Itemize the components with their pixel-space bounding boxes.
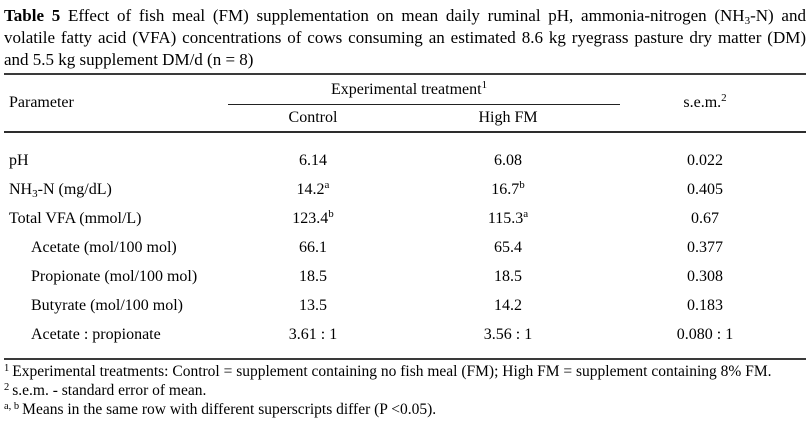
footnote-text: Experimental treatments: Control = suppl… bbox=[12, 363, 772, 380]
param-text: Propionate (mol/100 mol) bbox=[31, 267, 198, 285]
table-row-acetate: Acetate (mol/100 mol) 66.1 65.4 0.377 bbox=[4, 233, 806, 262]
col-header-sem: s.e.m.2 bbox=[604, 74, 806, 133]
row-parameter: Propionate (mol/100 mol) bbox=[4, 262, 214, 291]
col-header-highfm: High FM bbox=[412, 105, 605, 133]
cell-highfm: 115.3a bbox=[487, 207, 529, 227]
footnotes-section: 1 Experimental treatments: Control = supp… bbox=[4, 362, 806, 419]
cell-highfm: 6.08 bbox=[494, 151, 522, 169]
cell-control: 66.1 bbox=[299, 238, 327, 256]
table-row-butyrate: Butyrate (mol/100 mol) 13.5 14.2 0.183 bbox=[4, 291, 806, 320]
superscript-b: b bbox=[328, 207, 334, 220]
row-parameter: Butyrate (mol/100 mol) bbox=[4, 291, 214, 320]
param-text: NH bbox=[9, 180, 33, 198]
row-parameter: Total VFA (mmol/L) bbox=[4, 204, 214, 233]
cell-highfm: 16.7b bbox=[491, 178, 525, 198]
table-header: Parameter Experimental treatment1 s.e.m.… bbox=[4, 74, 806, 133]
cell-sem: 0.080 : 1 bbox=[604, 320, 806, 360]
caption-text-2: -N) and volatile fatty acid (VFA) concen… bbox=[4, 6, 806, 69]
cell-highfm: 65.4 bbox=[494, 238, 522, 256]
cell-sem: 0.183 bbox=[687, 296, 723, 314]
cell-sem: 0.377 bbox=[687, 238, 723, 256]
cell-control: 13.5 bbox=[299, 296, 327, 314]
caption-text-1: Effect of fish meal (FM) supplementation… bbox=[60, 6, 745, 25]
sem-footnote-marker: 2 bbox=[721, 92, 727, 104]
cell-control: 6.14 bbox=[299, 151, 327, 169]
caption-label: Table 5 bbox=[4, 6, 61, 25]
param-subscript: 3 bbox=[32, 187, 38, 200]
footnote-marker-ab: a, b bbox=[4, 401, 20, 412]
cell-highfm: 3.56 : 1 bbox=[412, 320, 605, 360]
spanner-label: Experimental treatment bbox=[330, 81, 482, 98]
sem-label: s.e.m. bbox=[683, 94, 722, 111]
footnote-superscripts: a, b Means in the same row with different… bbox=[4, 400, 806, 419]
row-parameter: Acetate (mol/100 mol) bbox=[4, 233, 214, 262]
param-text: Acetate (mol/100 mol) bbox=[31, 238, 177, 256]
cell-highfm: 14.2 bbox=[494, 296, 522, 314]
data-table: Parameter Experimental treatment1 s.e.m.… bbox=[4, 73, 806, 360]
footnote-marker-1: 1 bbox=[4, 363, 10, 374]
superscript-a: a bbox=[324, 178, 330, 191]
row-parameter: pH bbox=[4, 132, 214, 175]
col-header-control: Control bbox=[214, 105, 412, 133]
spanner-rule bbox=[228, 104, 621, 105]
param-text: Butyrate (mol/100 mol) bbox=[31, 296, 183, 314]
superscript-b: b bbox=[519, 178, 525, 191]
table-row-total-vfa: Total VFA (mmol/L) 123.4b 115.3a 0.67 bbox=[4, 204, 806, 233]
spanner-footnote-marker: 1 bbox=[481, 79, 488, 91]
footnote-marker-2: 2 bbox=[4, 382, 10, 393]
table-caption: Table 5 Effect of fish meal (FM) supplem… bbox=[4, 5, 806, 71]
cell-highfm: 18.5 bbox=[494, 267, 522, 285]
cell-control: 3.61 : 1 bbox=[214, 320, 412, 360]
col-header-experimental-treatment: Experimental treatment1 bbox=[214, 74, 621, 105]
cell-sem: 0.308 bbox=[687, 267, 723, 285]
col-header-parameter: Parameter bbox=[4, 74, 214, 133]
footnote-text: Means in the same row with different sup… bbox=[22, 401, 437, 418]
param-text: Acetate : propionate bbox=[31, 325, 161, 343]
cell-sem: 0.405 bbox=[687, 180, 723, 198]
param-text: -N (mg/dL) bbox=[37, 180, 112, 198]
table-row-acetate-propionate-ratio: Acetate : propionate 3.61 : 1 3.56 : 1 0… bbox=[4, 320, 806, 360]
footnote-text: s.e.m. - standard error of mean. bbox=[12, 382, 207, 399]
superscript-a: a bbox=[523, 207, 529, 220]
footnote-experimental-treatments: 1 Experimental treatments: Control = supp… bbox=[4, 362, 806, 381]
table-body: pH 6.14 6.08 0.022 NH3-N (mg/dL) 14.2a 1… bbox=[4, 132, 806, 360]
table-row-propionate: Propionate (mol/100 mol) 18.5 18.5 0.308 bbox=[4, 262, 806, 291]
cell-control: 14.2a bbox=[296, 178, 330, 198]
table-row-nh3n: NH3-N (mg/dL) 14.2a 16.7b 0.405 bbox=[4, 175, 806, 204]
cell-control: 18.5 bbox=[299, 267, 327, 285]
table-row-ph: pH 6.14 6.08 0.022 bbox=[4, 132, 806, 175]
cell-sem: 0.022 bbox=[687, 151, 723, 169]
param-text: pH bbox=[9, 151, 29, 169]
caption-subscript: 3 bbox=[744, 15, 751, 27]
row-parameter: Acetate : propionate bbox=[4, 320, 214, 360]
row-parameter: NH3-N (mg/dL) bbox=[4, 175, 214, 204]
cell-control: 123.4b bbox=[292, 207, 334, 227]
cell-sem: 0.67 bbox=[691, 209, 719, 227]
param-text: Total VFA (mmol/L) bbox=[9, 209, 142, 227]
footnote-sem: 2 s.e.m. - standard error of mean. bbox=[4, 381, 806, 400]
